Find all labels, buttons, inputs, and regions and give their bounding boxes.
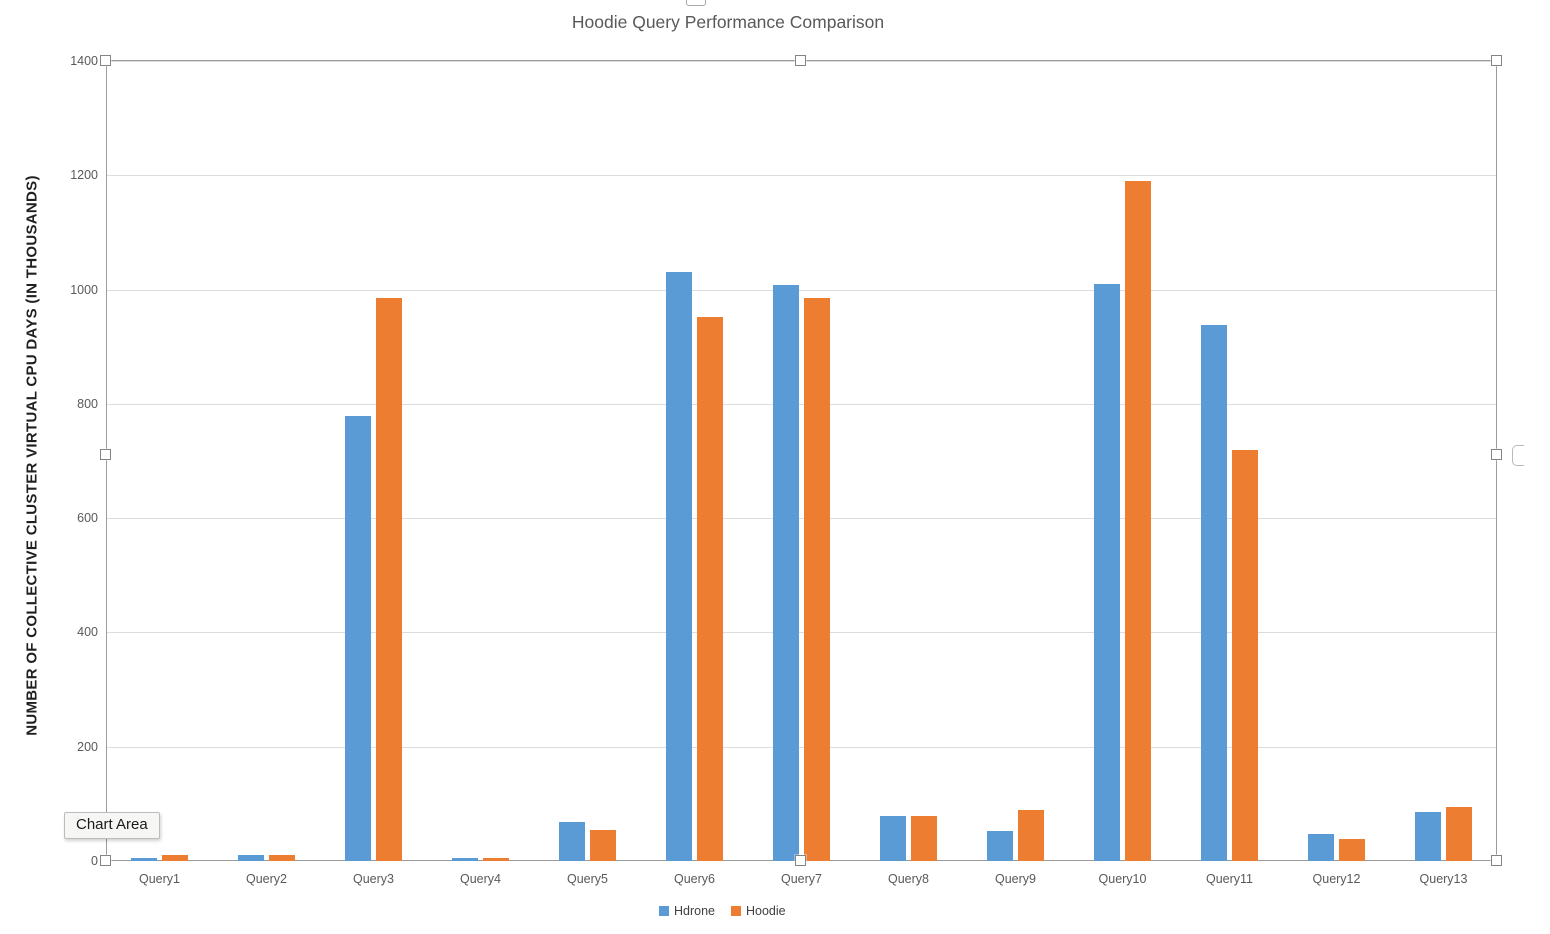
gridline-800 (107, 403, 1496, 405)
legend-item-hoodie[interactable]: Hoodie (731, 904, 786, 918)
gridline-200 (107, 746, 1496, 748)
y-tick-label-1400: 1400 (70, 54, 98, 68)
x-category-label-query9: Query9 (995, 872, 1036, 886)
legend-swatch-icon (659, 906, 669, 916)
bar-hdrone-query6[interactable] (666, 272, 692, 861)
gridline-400 (107, 632, 1496, 634)
x-category-label-query13: Query13 (1419, 872, 1468, 886)
plot-resize-handle-bottom-left[interactable] (100, 855, 111, 866)
chart-area-tooltip: Chart Area (64, 812, 160, 839)
y-tick-label-400: 400 (77, 625, 98, 640)
x-category-label-query8: Query8 (888, 872, 929, 886)
x-category-label-query2: Query2 (246, 872, 287, 886)
bar-hdrone-query8[interactable] (880, 815, 906, 861)
x-category-label-query11: Query11 (1205, 872, 1253, 886)
bar-hoodie-query5[interactable] (590, 829, 616, 861)
bar-hoodie-query3[interactable] (376, 297, 402, 861)
chart-edge-handle-top-icon[interactable] (686, 0, 706, 6)
bar-hdrone-query11[interactable] (1201, 325, 1227, 861)
bar-hoodie-query10[interactable] (1125, 181, 1151, 861)
bar-hdrone-query4[interactable] (452, 858, 478, 861)
bar-hoodie-query13[interactable] (1446, 806, 1472, 861)
y-tick-label-1000: 1000 (70, 282, 98, 297)
legend-item-hdrone[interactable]: Hdrone (659, 904, 715, 918)
chart-edge-handle-right-icon[interactable] (1512, 445, 1524, 466)
legend-label: Hoodie (746, 904, 786, 918)
gridline-1000 (107, 289, 1496, 291)
bar-hdrone-query2[interactable] (238, 855, 264, 861)
plot-resize-handle-top-center[interactable] (795, 55, 806, 66)
bar-hoodie-query11[interactable] (1232, 449, 1258, 861)
y-tick-label-200: 200 (77, 739, 98, 754)
bar-hdrone-query13[interactable] (1415, 811, 1441, 861)
bar-hoodie-query1[interactable] (162, 854, 188, 861)
chart-title[interactable]: Hoodie Query Performance Comparison (571, 12, 885, 32)
bar-hdrone-query5[interactable] (559, 822, 585, 861)
y-axis-title[interactable]: NUMBER OF COLLECTIVE CLUSTER VIRTUAL CPU… (23, 175, 41, 736)
bar-hoodie-query2[interactable] (269, 855, 295, 861)
plot-resize-handle-top-left[interactable] (100, 55, 111, 66)
plot-resize-handle-top-right[interactable] (1491, 55, 1502, 66)
legend[interactable]: Hdrone Hoodie (659, 904, 786, 918)
bar-hoodie-query9[interactable] (1018, 809, 1044, 861)
bar-hoodie-query8[interactable] (911, 815, 937, 861)
y-tick-label-800: 800 (77, 396, 98, 411)
plot-resize-handle-mid-left[interactable] (100, 449, 111, 460)
plot-resize-handle-mid-right[interactable] (1491, 449, 1502, 460)
legend-label: Hdrone (674, 904, 715, 918)
x-category-label-query10: Query10 (1098, 872, 1147, 886)
plot-resize-handle-bottom-right[interactable] (1491, 855, 1502, 866)
bar-hoodie-query7[interactable] (804, 297, 830, 861)
bar-hoodie-query6[interactable] (697, 317, 723, 861)
bar-hoodie-query4[interactable] (483, 857, 509, 861)
bar-hdrone-query9[interactable] (987, 830, 1013, 861)
y-tick-label-600: 600 (77, 511, 98, 526)
bar-hdrone-query3[interactable] (345, 416, 371, 861)
bar-hdrone-query10[interactable] (1094, 283, 1120, 861)
legend-swatch-icon (731, 906, 741, 916)
gridline-600 (107, 518, 1496, 520)
x-category-label-query3: Query3 (353, 872, 394, 886)
x-category-label-query12: Query12 (1312, 872, 1361, 886)
y-tick-label-0: 0 (91, 854, 98, 868)
plot-resize-handle-bottom-center[interactable] (795, 855, 806, 866)
bar-hdrone-query12[interactable] (1308, 834, 1334, 861)
bar-hdrone-query1[interactable] (131, 857, 157, 861)
x-category-label-query1: Query1 (139, 872, 180, 886)
bar-hoodie-query12[interactable] (1339, 838, 1365, 861)
bar-hdrone-query7[interactable] (773, 285, 799, 861)
x-category-label-query7: Query7 (781, 872, 822, 886)
x-category-label-query4: Query4 (460, 872, 501, 886)
x-category-label-query6: Query6 (674, 872, 715, 886)
plot-area-border[interactable] (106, 60, 1497, 861)
gridline-1200 (107, 175, 1496, 177)
y-tick-label-1200: 1200 (70, 168, 98, 183)
x-category-label-query5: Query5 (567, 872, 608, 886)
